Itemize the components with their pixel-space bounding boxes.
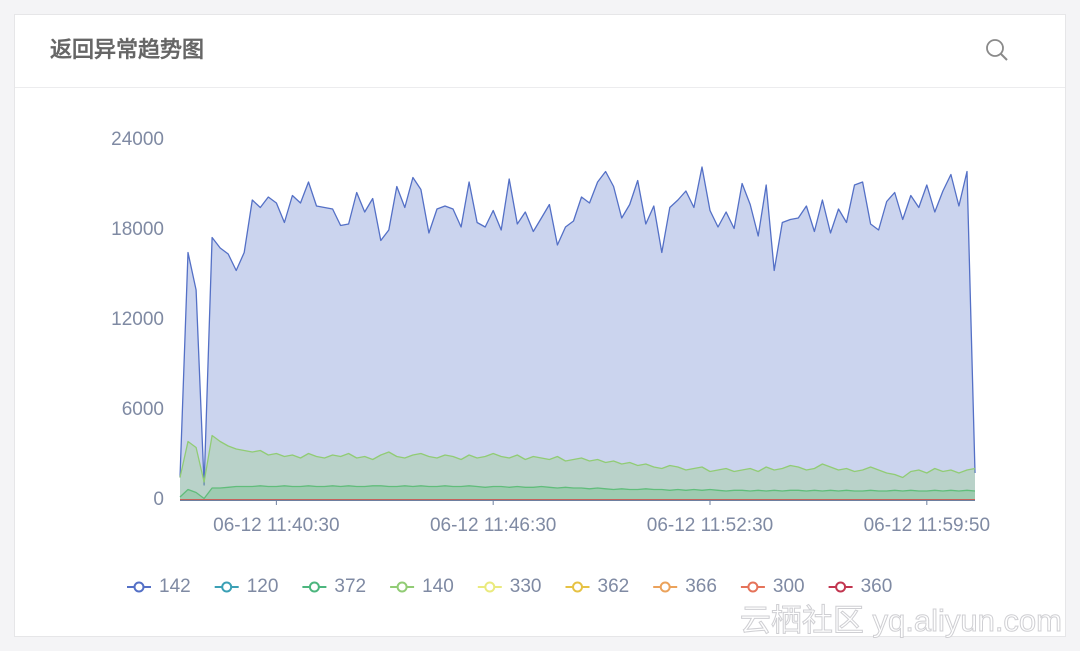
- legend-item[interactable]: 330: [477, 576, 542, 597]
- legend-marker: [396, 581, 408, 593]
- search-button[interactable]: [986, 39, 1008, 61]
- legend-marker: [308, 581, 320, 593]
- y-tick-label: 12000: [111, 309, 164, 330]
- legend-label: 140: [422, 576, 454, 597]
- y-tick-label: 24000: [111, 129, 164, 150]
- legend-item[interactable]: 362: [565, 576, 630, 597]
- legend-item[interactable]: 360: [828, 576, 893, 597]
- series-area: [180, 435, 975, 500]
- watermark: 云栖社区 yq.aliyun.com: [740, 603, 1062, 638]
- chart-title: 返回异常趋势图: [50, 37, 204, 62]
- series-line: [179, 434, 976, 483]
- legend-marker: [659, 581, 671, 593]
- legend-label: 360: [861, 576, 893, 597]
- series-area: [180, 167, 975, 500]
- y-tick-label: 0: [153, 489, 164, 510]
- legend-label: 330: [510, 576, 542, 597]
- legend-item[interactable]: 372: [302, 576, 366, 597]
- legend-label: 366: [685, 576, 717, 597]
- series-line: [179, 485, 976, 500]
- series-line: [179, 166, 976, 486]
- y-tick-label: 6000: [122, 399, 164, 420]
- card: [14, 14, 1066, 637]
- x-tick-label: 06-12 11:46:30: [430, 515, 556, 536]
- search-icon: [986, 39, 1004, 57]
- legend-marker: [572, 581, 583, 593]
- legend-label: 142: [159, 576, 191, 597]
- x-tick-label: 06-12 11:59:50: [864, 515, 990, 536]
- legend-item[interactable]: 120: [214, 576, 279, 597]
- legend-marker: [835, 581, 847, 593]
- legend-item[interactable]: 300: [740, 576, 805, 597]
- x-tick-label: 06-12 11:52:30: [647, 515, 773, 536]
- legend-label: 120: [247, 576, 279, 597]
- x-tick-label: 06-12 11:40:30: [213, 515, 339, 536]
- search-icon-handle: [1000, 53, 1008, 61]
- series-area: [180, 485, 975, 500]
- legend-marker: [221, 581, 233, 593]
- legend-label: 300: [773, 576, 805, 597]
- legend-marker: [484, 581, 496, 593]
- legend-item[interactable]: 366: [653, 576, 717, 597]
- legend-marker: [133, 581, 145, 593]
- y-tick-label: 18000: [111, 219, 164, 240]
- legend-item[interactable]: 140: [390, 576, 454, 597]
- legend-item[interactable]: 142: [127, 576, 191, 597]
- legend-label: 362: [598, 576, 630, 597]
- legend-marker: [747, 581, 759, 593]
- legend-label: 372: [334, 576, 366, 597]
